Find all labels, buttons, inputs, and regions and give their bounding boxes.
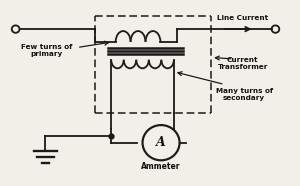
Text: Line Current: Line Current (217, 15, 268, 21)
Text: Many turns of
secondary: Many turns of secondary (215, 88, 273, 101)
Text: Ammeter: Ammeter (141, 162, 181, 171)
Text: Current
Transformer: Current Transformer (218, 57, 268, 70)
Text: A: A (156, 136, 166, 149)
Text: Few turns of
primary: Few turns of primary (21, 44, 73, 57)
Circle shape (142, 125, 180, 160)
